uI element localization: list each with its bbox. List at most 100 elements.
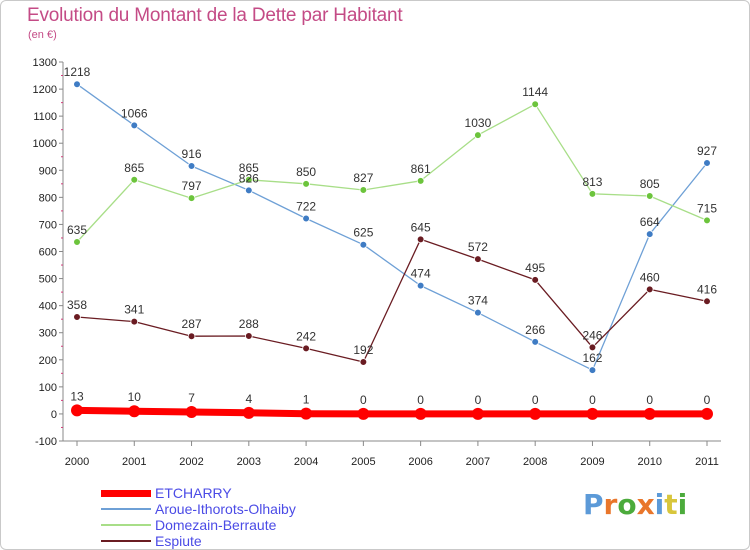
data-label: 0 — [360, 393, 367, 407]
data-label: 715 — [697, 201, 717, 215]
data-label: 7 — [188, 391, 195, 405]
y-axis-ticks: -100 0 100 200 300 400 500 600 700 800 900 1000 1100… — [33, 57, 63, 448]
data-point — [359, 240, 368, 249]
data-point — [73, 313, 81, 321]
y-tick-label: 1100 — [33, 111, 57, 123]
data-label: 865 — [239, 161, 259, 175]
y-tick-label: 400 — [39, 301, 57, 313]
data-label: 1144 — [522, 85, 548, 99]
data-label: 0 — [475, 393, 482, 407]
data-label: 242 — [296, 329, 316, 343]
data-label: 287 — [182, 317, 202, 331]
series-line — [76, 103, 708, 243]
x-tick-label: 2002 — [179, 456, 203, 468]
data-label: 246 — [582, 328, 602, 342]
data-label: 625 — [353, 226, 373, 240]
x-tick-label: 2006 — [408, 456, 432, 468]
data-point — [531, 276, 539, 284]
data-point — [130, 175, 139, 184]
x-tick-label: 2010 — [637, 456, 661, 468]
y-tick-label: 900 — [39, 165, 57, 177]
data-point — [645, 230, 654, 238]
x-tick-label: 2005 — [351, 456, 375, 468]
data-label: 162 — [582, 351, 602, 365]
data-point — [73, 80, 81, 88]
data-label: 0 — [417, 393, 424, 407]
data-point — [71, 404, 83, 417]
data-label: 10 — [128, 390, 142, 404]
logo-letter: o — [617, 488, 637, 521]
legend-swatch — [101, 489, 151, 497]
data-point — [414, 407, 427, 420]
data-point — [130, 121, 139, 130]
data-point — [359, 186, 368, 194]
data-point — [529, 407, 542, 420]
data-point — [187, 162, 196, 170]
data-label: 416 — [697, 282, 717, 296]
x-tick-label: 2011 — [695, 456, 719, 468]
data-point — [359, 358, 368, 366]
data-point — [242, 406, 255, 419]
data-label: 826 — [239, 171, 259, 185]
data-label: 645 — [411, 220, 431, 234]
legend-label: ETCHARRY — [155, 485, 232, 501]
legend-swatch — [101, 508, 151, 510]
data-point — [703, 297, 711, 306]
data-point — [185, 406, 198, 419]
y-tick-label: 200 — [39, 355, 57, 367]
y-tick-label: 100 — [39, 382, 57, 394]
logo-letter: t — [664, 488, 678, 521]
data-label: 495 — [525, 261, 545, 275]
y-tick-label: -100 — [35, 436, 57, 448]
data-point — [302, 214, 310, 223]
legend-swatch — [101, 540, 151, 542]
data-label: 861 — [411, 162, 431, 176]
axes — [62, 62, 721, 442]
data-point — [128, 405, 141, 418]
data-label: 0 — [646, 393, 653, 407]
data-point — [531, 100, 539, 109]
y-tick-label: 600 — [39, 247, 57, 259]
data-point — [357, 407, 370, 420]
data-point — [474, 308, 482, 317]
data-label: 797 — [182, 179, 202, 193]
data-label: 13 — [70, 389, 84, 403]
series-lines — [73, 83, 711, 418]
x-tick-label: 2009 — [580, 456, 604, 468]
x-tick-label: 2004 — [294, 456, 318, 468]
data-point — [300, 407, 313, 420]
y-tick-label: 0 — [51, 409, 57, 421]
data-point — [701, 407, 713, 420]
data-point — [586, 407, 599, 420]
y-tick-label: 1300 — [33, 57, 57, 69]
data-label: 341 — [124, 303, 144, 317]
data-label: 572 — [468, 240, 488, 254]
logo-letter: r — [603, 488, 618, 521]
data-label: 4 — [245, 392, 252, 406]
x-tick-label: 2008 — [523, 456, 547, 468]
data-point — [245, 332, 253, 340]
data-label: 850 — [296, 165, 316, 179]
data-point — [703, 159, 711, 167]
proxiti-logo: Proxiti — [583, 488, 687, 521]
data-point — [474, 255, 482, 263]
data-label: 1 — [303, 393, 310, 407]
chart-subtitle: (en €) — [28, 29, 57, 41]
data-point — [588, 343, 597, 352]
legend-label: Aroue-Ithorots-Olhaiby — [155, 501, 296, 517]
series-line — [73, 406, 711, 418]
data-label: 635 — [67, 223, 87, 237]
series-points — [71, 80, 713, 420]
x-axis-ticks: 2000 2001 2002 2003 2004 2005 2006 2007 2008 2009… — [65, 441, 719, 468]
data-label: 827 — [353, 171, 373, 185]
data-point — [703, 216, 711, 225]
data-point — [416, 235, 425, 244]
logo-letter: P — [583, 488, 604, 521]
data-point — [474, 131, 482, 139]
y-tick-label: 500 — [39, 274, 57, 286]
legend-label: Domezain-Berraute — [155, 517, 277, 533]
data-point — [187, 332, 196, 341]
x-tick-label: 2001 — [122, 456, 146, 468]
data-point — [645, 285, 654, 294]
